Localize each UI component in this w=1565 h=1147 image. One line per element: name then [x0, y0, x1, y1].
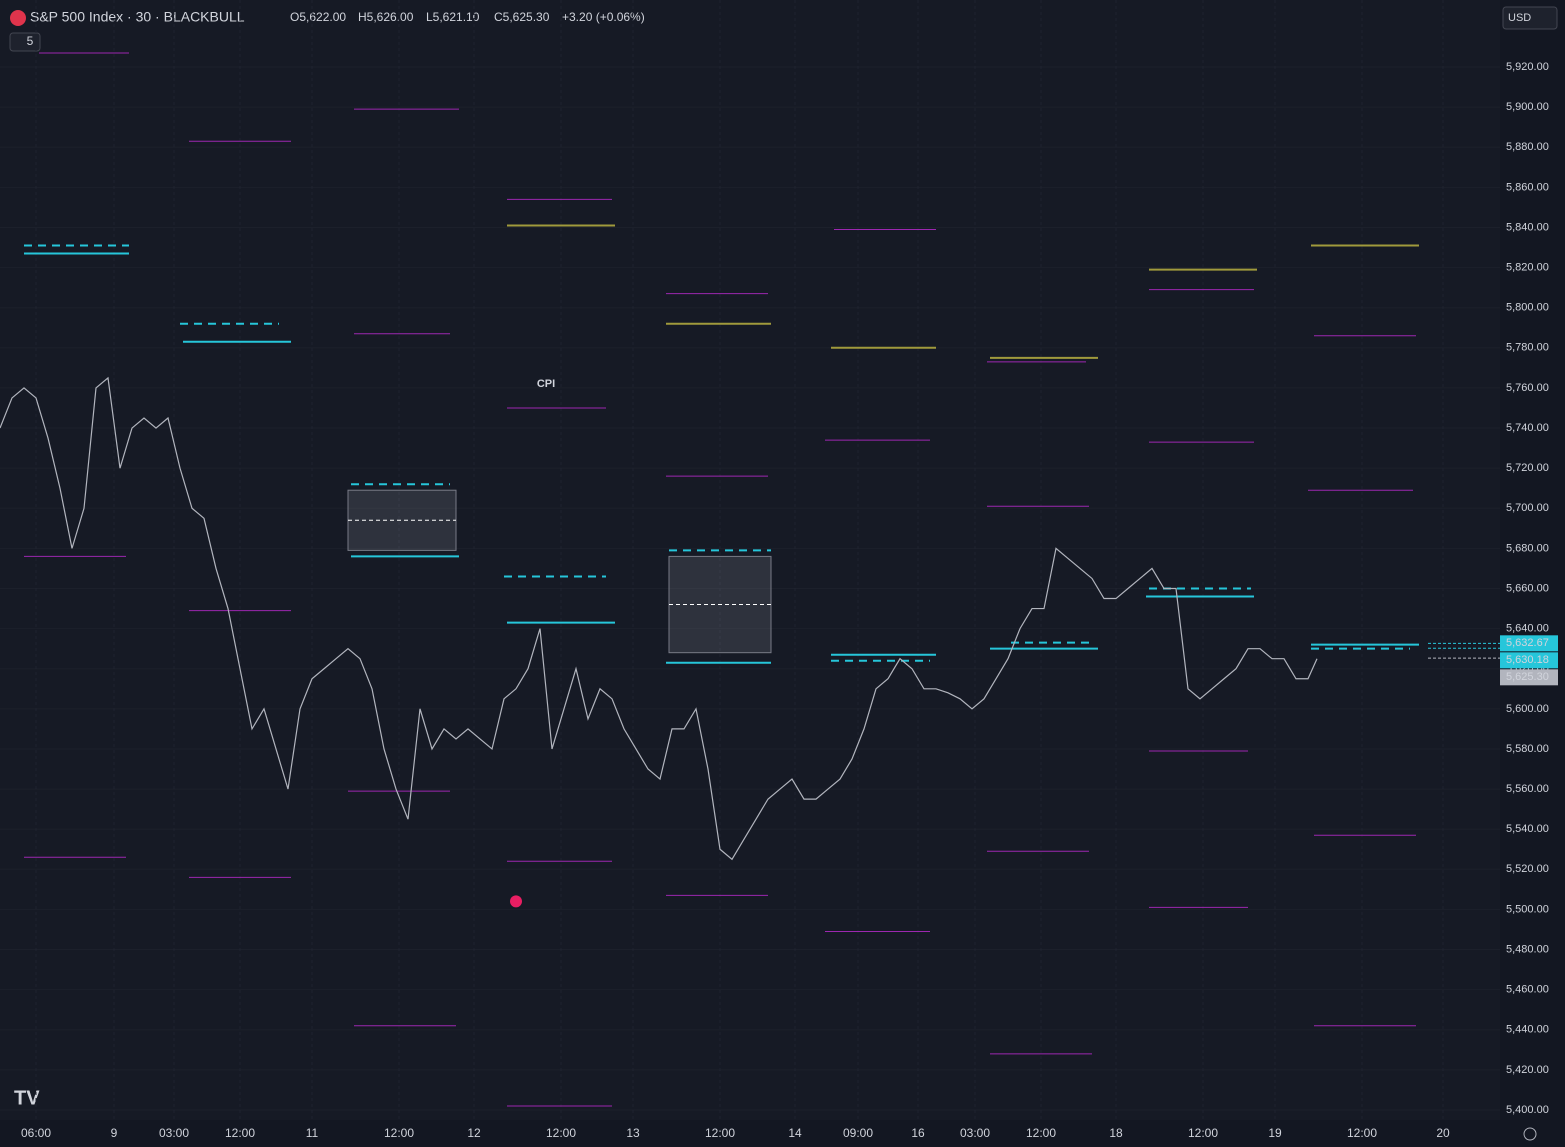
y-tick-label: 5,820.00: [1506, 261, 1549, 273]
y-tick-label: 5,760.00: [1506, 382, 1549, 394]
settings-icon[interactable]: [1523, 1127, 1537, 1141]
time-axis: [0, 1120, 1500, 1147]
x-tick-label: 06:00: [21, 1126, 51, 1140]
price-tag: [1500, 652, 1558, 669]
y-tick-label: 5,560.00: [1506, 783, 1549, 795]
y-tick-label: 5,400.00: [1506, 1104, 1549, 1116]
price-tag-label: 5,625.30: [1506, 671, 1549, 683]
y-tick-label: 5,720.00: [1506, 462, 1549, 474]
y-tick-label: 5,800.00: [1506, 302, 1549, 314]
y-tick-label: 5,460.00: [1506, 984, 1549, 996]
price-line: [0, 376, 1318, 861]
price-tag-label: 5,632.67: [1506, 637, 1549, 649]
symbol-title[interactable]: S&P 500 Index · 30 · BLACKBULL: [30, 9, 245, 25]
ohlc-value: O5,622.00: [290, 10, 346, 24]
x-tick-label: 03:00: [159, 1126, 189, 1140]
y-tick-label: 5,680.00: [1506, 542, 1549, 554]
event-marker: [510, 895, 522, 908]
ohlc-value: H5,626.00: [358, 10, 414, 24]
x-tick-label: 12:00: [1347, 1126, 1377, 1140]
ohlc: O5,622.00 H5,626.00 L5,621.10 C5,625.30 +3.2…: [290, 10, 645, 24]
logo: TV: [14, 1087, 40, 1109]
x-tick-label: 09:00: [843, 1126, 873, 1140]
x-tick-label: 12:00: [705, 1126, 735, 1140]
symbol-icon: [10, 10, 26, 26]
y-tick-label: 5,640.00: [1506, 623, 1549, 635]
x-tick-label: 9: [111, 1126, 118, 1140]
ohlc-value: +3.20 (+0.06%): [562, 10, 645, 24]
y-tick-label: 5,660.00: [1506, 582, 1549, 594]
price-tag: [1500, 635, 1558, 652]
x-tick-label: 18: [1109, 1126, 1123, 1140]
y-tick-label: 5,540.00: [1506, 823, 1549, 835]
y-tick-label: 5,480.00: [1506, 943, 1549, 955]
x-tick-label: 20: [1436, 1126, 1450, 1140]
y-tick-label: 5,520.00: [1506, 863, 1549, 875]
y-tick-label: 5,580.00: [1506, 743, 1549, 755]
ohlc-value: L5,621.10: [426, 10, 480, 24]
x-tick-label: 12: [467, 1126, 481, 1140]
currency-button[interactable]: [1502, 6, 1558, 30]
x-tick-label: 12:00: [1188, 1126, 1218, 1140]
annotation: CPI: [537, 378, 555, 390]
price-tag: [1500, 669, 1558, 686]
indicator-toggle[interactable]: [9, 32, 41, 52]
price-axis: [1500, 0, 1565, 1147]
y-tick-label: 5,880.00: [1506, 141, 1549, 153]
y-tick-label: 5,860.00: [1506, 181, 1549, 193]
y-tick-label: 5,900.00: [1506, 101, 1549, 113]
indicator-count: 5: [27, 34, 34, 48]
x-tick-label: 12:00: [225, 1126, 255, 1140]
y-tick-label: 5,780.00: [1506, 342, 1549, 354]
currency: USD: [1508, 12, 1531, 24]
y-tick-label: 5,920.00: [1506, 61, 1549, 73]
x-tick-label: 14: [788, 1126, 802, 1140]
y-tick-label: 5,500.00: [1506, 903, 1549, 915]
y-tick-label: 5,740.00: [1506, 422, 1549, 434]
y-tick-label: 5,700.00: [1506, 502, 1549, 514]
y-tick-label: 5,420.00: [1506, 1064, 1549, 1076]
x-tick-label: 11: [306, 1126, 319, 1140]
x-tick-label: 12:00: [384, 1126, 414, 1140]
x-tick-label: 13: [626, 1126, 640, 1140]
ohlc-value: C5,625.30: [494, 10, 550, 24]
x-tick-label: 19: [1268, 1126, 1282, 1140]
y-tick-label: 5,440.00: [1506, 1024, 1549, 1036]
y-tick-label: 5,600.00: [1506, 703, 1549, 715]
price-tag-label: 5,630.18: [1506, 654, 1549, 666]
x-tick-label: 12:00: [1026, 1126, 1056, 1140]
x-tick-label: 12:00: [546, 1126, 576, 1140]
y-tick-label: 5,840.00: [1506, 221, 1549, 233]
x-tick-label: 16: [911, 1126, 925, 1140]
x-tick-label: 03:00: [960, 1126, 990, 1140]
